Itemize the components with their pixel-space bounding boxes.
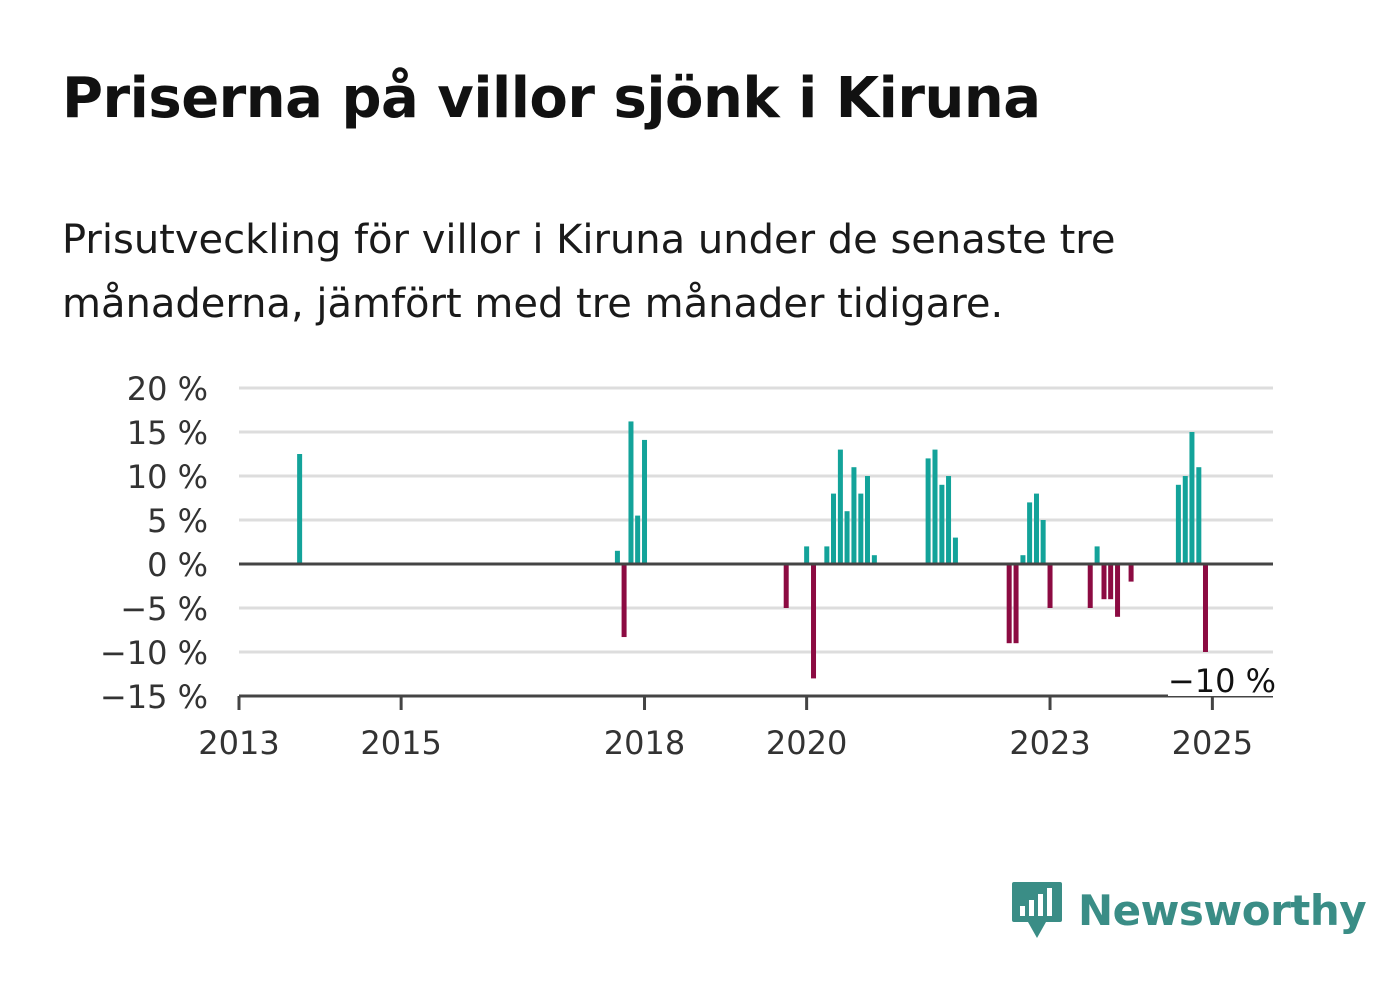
- y-tick-label: 20 %: [127, 370, 208, 408]
- x-tick-label: 2018: [604, 724, 685, 762]
- bar-positive: [1189, 432, 1195, 564]
- bar-positive: [932, 449, 938, 564]
- x-tick-label: 2020: [766, 724, 847, 762]
- bar-positive: [642, 439, 648, 564]
- tick-labels: 20 % 15 % 10 % 5 % 0 % −5 % −10 % −15 % 2013 2015…: [100, 370, 1280, 762]
- y-tick-label: 0 %: [147, 546, 208, 584]
- bar-positive: [824, 546, 830, 564]
- brand-name: Newsworthy: [1078, 885, 1367, 935]
- bar-positive: [871, 555, 877, 564]
- bar-negative: [1047, 564, 1053, 608]
- bar-positive: [1027, 502, 1033, 564]
- bar-positive: [864, 476, 870, 564]
- bar-negative: [1202, 564, 1208, 652]
- bar-positive: [614, 550, 620, 564]
- x-tick-label: 2023: [1009, 724, 1090, 762]
- bar-positive: [628, 421, 634, 564]
- bar-positive: [804, 546, 810, 564]
- bar-positive: [1182, 476, 1188, 564]
- bar-positive: [635, 515, 641, 564]
- bar-negative: [1087, 564, 1093, 608]
- bar-negative: [1115, 564, 1121, 617]
- bar-positive: [851, 467, 857, 564]
- x-tick-label: 2025: [1172, 724, 1253, 762]
- y-tick-label: −10 %: [100, 634, 208, 672]
- bar-negative: [1006, 564, 1012, 644]
- bar-negative: [1013, 564, 1019, 644]
- bar-positive: [837, 449, 843, 564]
- bar-positive: [1033, 493, 1039, 564]
- grid-lines: [239, 386, 1273, 654]
- bar-positive: [831, 493, 837, 564]
- newsworthy-logo-icon: [1012, 882, 1062, 938]
- bar-chart: 20 % 15 % 10 % 5 % 0 % −5 % −10 % −15 % 2013 2015…: [99, 370, 1280, 762]
- bar-positive: [939, 484, 945, 564]
- annotation-background: [1168, 662, 1280, 696]
- bar-positive: [1094, 546, 1100, 564]
- bar-negative: [1108, 564, 1114, 600]
- bar-positive: [858, 493, 864, 564]
- bar-negative: [1128, 564, 1134, 582]
- y-tick-label: 5 %: [147, 502, 208, 540]
- newsworthy-logo: Newsworthy: [1010, 880, 1367, 940]
- bar-negative: [621, 564, 627, 638]
- bar-negative: [1101, 564, 1107, 600]
- bar-negative: [783, 564, 789, 608]
- x-tick-label: 2013: [198, 724, 279, 762]
- bar-positive: [925, 458, 931, 564]
- y-tick-label: 10 %: [127, 458, 208, 496]
- y-tick-label: −5 %: [120, 590, 208, 628]
- chart-title: Priserna på villor sjönk i Kiruna: [62, 66, 1041, 131]
- bar-positive: [952, 537, 958, 564]
- bar-positive: [297, 454, 303, 564]
- bar-positive: [1196, 467, 1202, 564]
- x-tick-label: 2015: [360, 724, 441, 762]
- chart-subtitle: Prisutveckling för villor i Kiruna under…: [62, 217, 1116, 327]
- bar-positive: [1175, 484, 1181, 564]
- bar-positive: [946, 476, 952, 564]
- y-tick-label: 15 %: [127, 414, 208, 452]
- axes: [237, 562, 1273, 710]
- bars: [297, 421, 1208, 679]
- y-tick-label: −15 %: [100, 678, 208, 716]
- bar-positive: [844, 511, 850, 564]
- bar-positive: [1040, 520, 1046, 564]
- last-value-label: −10 %: [1168, 662, 1276, 700]
- bar-negative: [811, 564, 817, 679]
- bar-positive: [1020, 555, 1026, 564]
